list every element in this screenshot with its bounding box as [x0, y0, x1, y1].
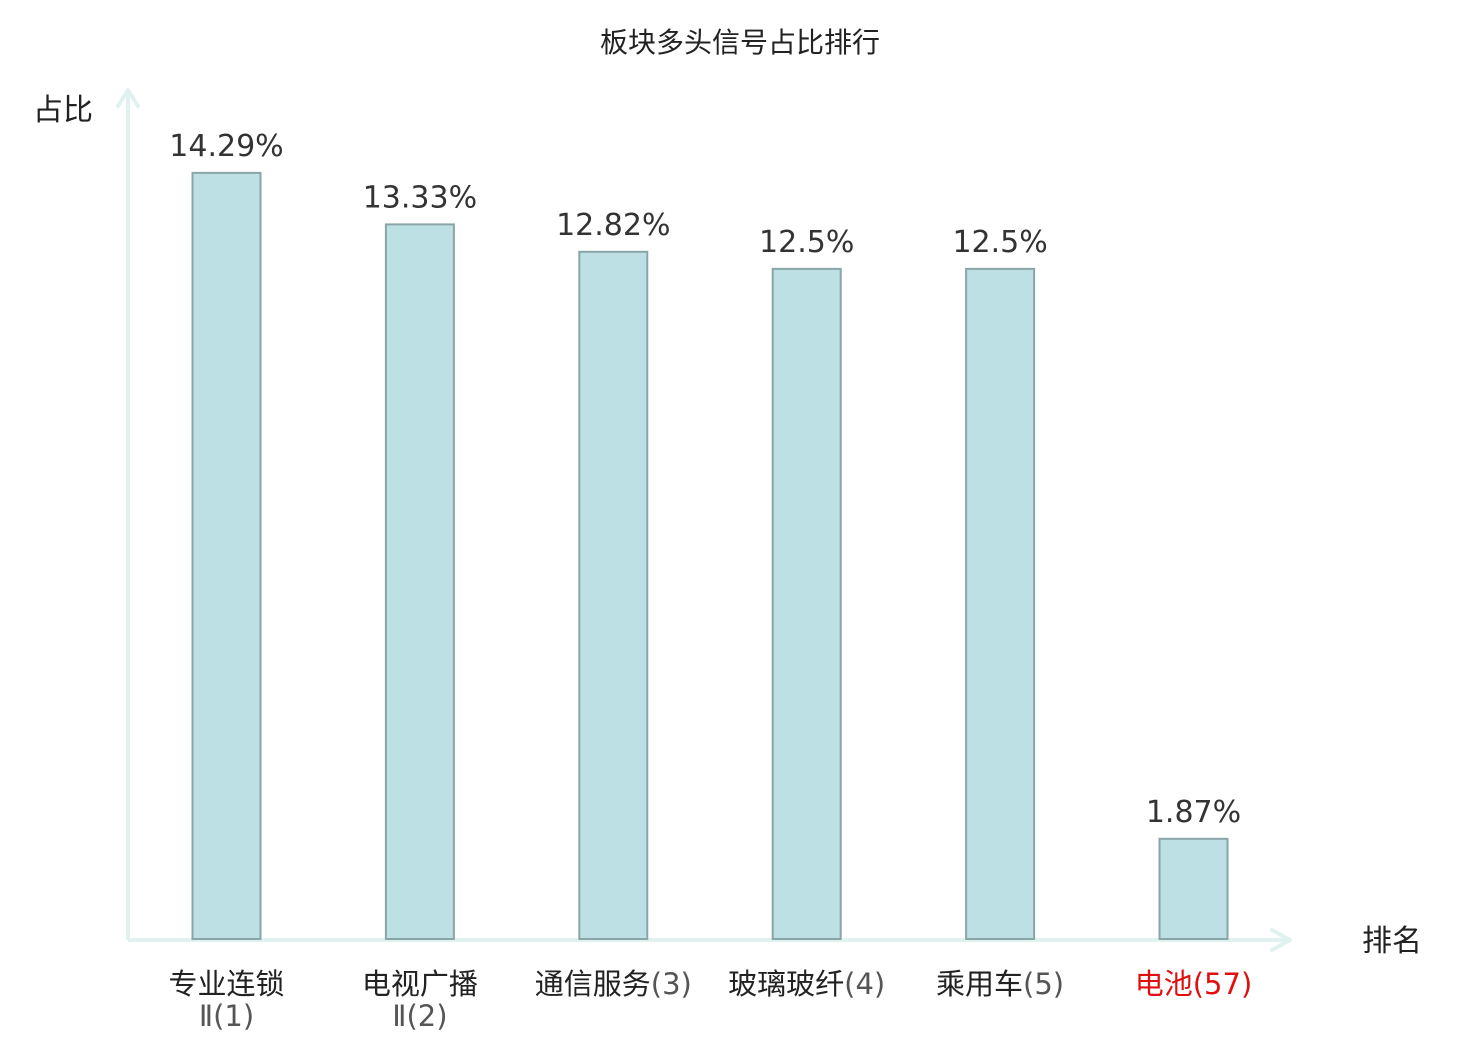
x-tick-label-5: 乘用车(5)	[936, 967, 1064, 1001]
x-tick-rank-6: (57)	[1193, 967, 1253, 1001]
chart-title: 板块多头信号占比排行	[600, 26, 880, 59]
data-labels-group: 14.29% 13.33% 12.82% 12.5% 12.5% 1.87%	[169, 129, 1241, 830]
x-axis-arrow-icon	[1270, 928, 1292, 952]
bar-4	[771, 267, 842, 940]
x-tick-rank-3: (3)	[651, 967, 692, 1001]
x-tick-label-2: 电视广播	[362, 967, 478, 1001]
x-tick-name-5: 乘用车	[936, 967, 1023, 1001]
x-tick-name-4: 玻璃玻纤	[728, 967, 844, 1001]
y-axis-label: 占比	[33, 93, 93, 128]
data-label-5: 12.5%	[952, 225, 1047, 260]
x-tick-rank-4: (4)	[844, 967, 885, 1001]
x-tick-label-6: 电池(57)	[1135, 967, 1253, 1001]
x-tick-sublabel-2: Ⅱ(2)	[392, 999, 447, 1033]
x-tick-rank-5: (5)	[1023, 967, 1064, 1001]
data-label-1: 14.29%	[169, 129, 283, 164]
bars-group	[191, 171, 1229, 941]
x-axis-label: 排名	[1362, 924, 1422, 959]
x-tick-name-6: 电池	[1135, 967, 1193, 1001]
x-tick-label-1: 专业连锁	[168, 967, 284, 1001]
bar-1	[191, 171, 262, 940]
y-axis-arrow-icon	[116, 88, 140, 108]
x-tick-sublabel-1: Ⅱ(1)	[199, 999, 254, 1033]
data-label-2: 13.33%	[363, 180, 477, 215]
x-tick-name-3: 通信服务	[535, 967, 651, 1001]
data-label-4: 12.5%	[759, 225, 854, 260]
bar-2	[384, 223, 455, 940]
bar-6	[1158, 837, 1229, 940]
x-tick-label-3: 通信服务(3)	[535, 967, 692, 1001]
data-label-3: 12.82%	[556, 208, 670, 243]
data-label-6: 1.87%	[1146, 795, 1241, 830]
x-tick-label-4: 玻璃玻纤(4)	[728, 967, 885, 1001]
bar-5	[965, 267, 1036, 940]
bar-3	[578, 250, 649, 941]
